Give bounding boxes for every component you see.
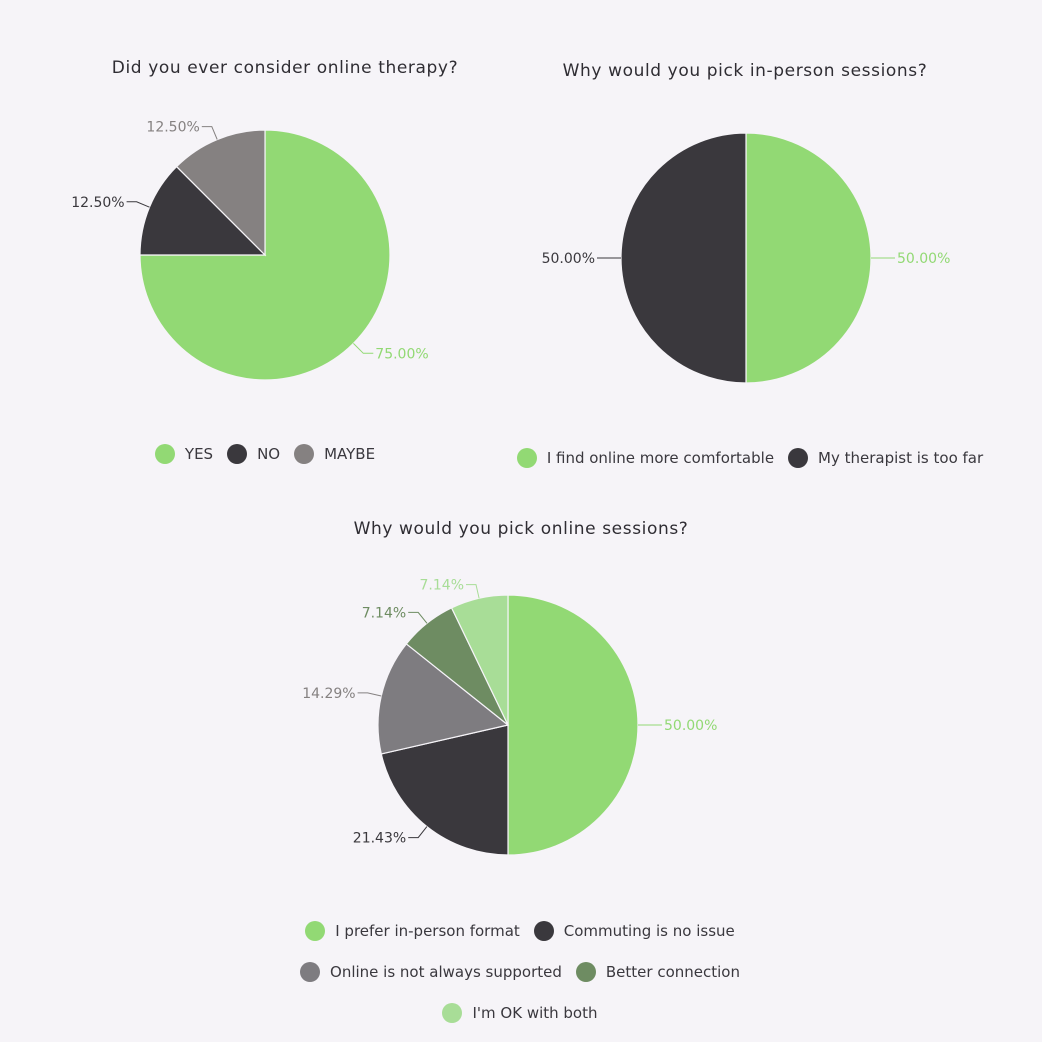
legend-label: MAYBE (324, 445, 376, 463)
leader-line-i-m-ok-with-both (466, 584, 480, 599)
data-label-i-find-online-more-comfortable: 50.00% (897, 251, 950, 267)
legend-item-better-connection: Better connection (575, 962, 740, 982)
legend-item-online-is-not-always-supported: Online is not always supported (300, 962, 562, 982)
pie-slice-i-find-online-more-comfortable (745, 132, 872, 384)
legend-label: I prefer in-person format (335, 922, 520, 940)
data-label-i-m-ok-with-both: 7.14% (420, 578, 464, 594)
leader-line-no (126, 201, 150, 208)
legend-label: YES (184, 445, 214, 463)
pie-slice-my-therapist-is-too-far (620, 132, 747, 384)
legend-swatch-icon (533, 921, 554, 941)
legend-swatch-icon (305, 921, 326, 941)
legend-item-yes: YES (154, 444, 214, 464)
legend-label: I find online more comfortable (546, 449, 775, 467)
chart-3-title: Why would you pick online sessions? (353, 519, 689, 539)
legend-item-maybe: MAYBE (294, 444, 375, 464)
legend-swatch-icon (575, 962, 596, 982)
chart-2-title: Why would you pick in-person sessions? (562, 61, 928, 81)
legend-label: Better connection (605, 963, 740, 981)
legend-label: NO (257, 445, 281, 463)
pie-slice-no (139, 165, 267, 256)
data-label-commuting-is-no-issue: 21.43% (353, 831, 406, 847)
legend-swatch-icon (227, 444, 248, 464)
legend-item-i-prefer-in-person-format: I prefer in-person format (305, 921, 520, 941)
legend-in-person-reasons: I find online more comfortable My therapi… (490, 448, 1010, 468)
data-label-i-prefer-in-person-format: 50.00% (664, 718, 717, 734)
legend-label: I'm OK with both (472, 1004, 598, 1022)
data-label-maybe: 12.50% (146, 120, 199, 136)
legend-swatch-icon (154, 444, 175, 464)
legend-online-reasons: I prefer in-person format Commuting is no… (220, 921, 820, 1023)
legend-label: My therapist is too far (818, 449, 984, 467)
pie-slice-online-is-not-always-supported (377, 643, 510, 755)
legend-swatch-icon (788, 448, 809, 468)
data-label-better-connection: 7.14% (362, 605, 406, 621)
leader-line-commuting-is-no-issue (408, 826, 428, 839)
legend-item-commuting-is-no-issue: Commuting is no issue (533, 921, 735, 941)
legend-row: I prefer in-person format Commuting is no… (305, 921, 735, 941)
legend-item-my-therapist-is-too-far: My therapist is too far (788, 448, 983, 468)
legend-swatch-icon (516, 448, 537, 468)
leader-line-online-is-not-always-supported (357, 692, 382, 697)
legend-swatch-icon (300, 962, 321, 982)
legend-row: Online is not always supported Better con… (300, 962, 740, 982)
leader-line-yes (353, 343, 374, 354)
legend-label: Commuting is no issue (563, 922, 735, 940)
leader-line-better-connection (408, 611, 428, 624)
pie-slice-i-prefer-in-person-format (507, 594, 639, 856)
pie-slice-yes (139, 129, 391, 381)
data-label-my-therapist-is-too-far: 50.00% (542, 251, 595, 267)
legend-item-i-find-online-more-comfortable: I find online more comfortable (516, 448, 775, 468)
legend-item-no: NO (227, 444, 280, 464)
legend-row: I'm OK with both (442, 1003, 598, 1023)
legend-item-i-m-ok-with-both: I'm OK with both (442, 1003, 598, 1023)
data-label-online-is-not-always-supported: 14.29% (302, 686, 355, 702)
legend-swatch-icon (442, 1003, 463, 1023)
data-label-no: 12.50% (71, 195, 124, 211)
leader-line-maybe (201, 126, 218, 140)
pie-slice-commuting-is-no-issue (380, 724, 509, 856)
data-label-yes: 75.00% (375, 346, 428, 362)
pie-slice-maybe (175, 129, 266, 257)
pie-slice-i-m-ok-with-both (450, 594, 509, 726)
legend-swatch-icon (294, 444, 315, 464)
legend-online-therapy: YES NO MAYBE (90, 444, 440, 464)
legend-label: Online is not always supported (330, 963, 562, 981)
chart-1-title: Did you ever consider online therapy? (111, 58, 459, 78)
